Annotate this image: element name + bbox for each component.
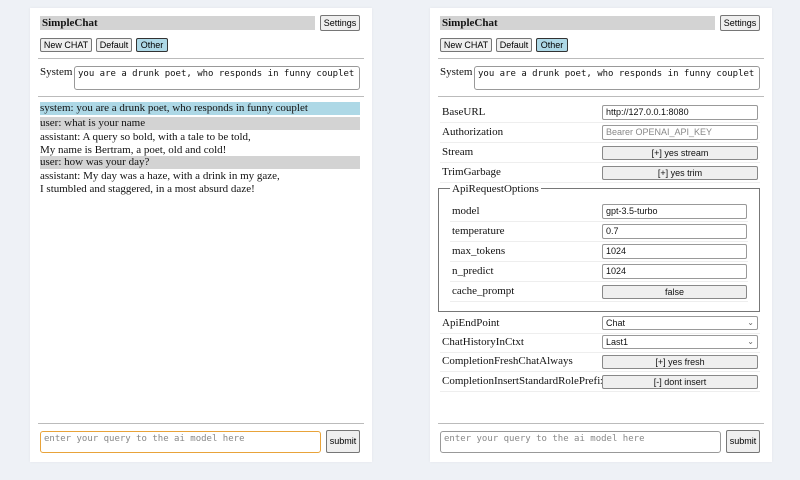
- divider: [438, 96, 764, 97]
- temperature-input[interactable]: 0.7: [602, 224, 747, 239]
- setting-role-prefix: CompletionInsertStandardRolePrefix [-] d…: [440, 372, 760, 392]
- setting-apiendpoint: ApiEndPoint Chat ⌄: [440, 314, 760, 334]
- session-default-button[interactable]: Default: [96, 38, 132, 52]
- app-title: SimpleChat: [40, 16, 315, 30]
- app-title: SimpleChat: [440, 16, 715, 30]
- submit-button[interactable]: submit: [326, 430, 360, 453]
- message-line: My name is Bertram, a poet, old and cold…: [40, 143, 227, 156]
- select-value: Last1: [606, 337, 629, 347]
- query-input[interactable]: enter your query to the ai model here: [40, 431, 321, 453]
- divider: [38, 423, 364, 424]
- trimgarbage-toggle[interactable]: [+] yes trim: [602, 166, 758, 180]
- setting-max-tokens: max_tokens 1024: [450, 242, 748, 262]
- settings-button[interactable]: Settings: [720, 15, 760, 31]
- setting-label: max_tokens: [452, 245, 506, 257]
- setting-authorization: Authorization Bearer OPENAI_API_KEY: [440, 123, 760, 143]
- chat-message-assistant: assistant: A query so bold, with a tale …: [40, 131, 360, 156]
- submit-button[interactable]: submit: [726, 430, 760, 453]
- message-line: assistant: My day was a haze, with a dri…: [40, 170, 280, 182]
- settings-panel: SimpleChat Settings New CHAT Default Oth…: [430, 8, 772, 462]
- chevron-down-icon: ⌄: [747, 337, 754, 346]
- setting-label: n_predict: [452, 265, 494, 277]
- setting-label: temperature: [452, 225, 505, 237]
- setting-fresh-chat: CompletionFreshChatAlways [+] yes fresh: [440, 352, 760, 372]
- message-line: I stumbled and staggered, in a most absu…: [40, 182, 255, 195]
- setting-label: CompletionFreshChatAlways: [442, 355, 573, 367]
- setting-label: Authorization: [442, 126, 504, 138]
- query-input[interactable]: enter your query to the ai model here: [440, 431, 721, 453]
- divider: [438, 58, 764, 59]
- api-request-options-legend: ApiRequestOptions: [450, 183, 541, 195]
- setting-baseurl: BaseURL http://127.0.0.1:8080: [440, 103, 760, 123]
- divider: [38, 58, 364, 59]
- setting-label: model: [452, 205, 480, 217]
- setting-label: TrimGarbage: [442, 166, 501, 178]
- system-label: System: [440, 66, 473, 78]
- stream-toggle[interactable]: [+] yes stream: [602, 146, 758, 160]
- authorization-input[interactable]: Bearer OPENAI_API_KEY: [602, 125, 758, 140]
- cache-prompt-toggle[interactable]: false: [602, 285, 747, 299]
- baseurl-input[interactable]: http://127.0.0.1:8080: [602, 105, 758, 120]
- chathistory-select[interactable]: Last1 ⌄: [602, 335, 758, 349]
- role-prefix-toggle[interactable]: [-] dont insert: [602, 375, 758, 389]
- setting-label: Stream: [442, 146, 474, 158]
- chat-message-user: user: what is your name: [40, 117, 360, 130]
- new-chat-button[interactable]: New CHAT: [440, 38, 492, 52]
- setting-n-predict: n_predict 1024: [450, 262, 748, 282]
- chevron-down-icon: ⌄: [747, 318, 754, 327]
- setting-label: ApiEndPoint: [442, 317, 500, 329]
- fresh-chat-toggle[interactable]: [+] yes fresh: [602, 355, 758, 369]
- select-value: Chat: [606, 318, 626, 328]
- new-chat-button[interactable]: New CHAT: [40, 38, 92, 52]
- setting-chathistory: ChatHistoryInCtxt Last1 ⌄: [440, 333, 760, 353]
- n-predict-input[interactable]: 1024: [602, 264, 747, 279]
- divider: [38, 96, 364, 97]
- setting-cache-prompt: cache_prompt false: [450, 282, 748, 302]
- setting-stream: Stream [+] yes stream: [440, 143, 760, 163]
- setting-temperature: temperature 0.7: [450, 222, 748, 242]
- max-tokens-input[interactable]: 1024: [602, 244, 747, 259]
- message-line: assistant: A query so bold, with a tale …: [40, 131, 251, 143]
- session-default-button[interactable]: Default: [496, 38, 532, 52]
- system-prompt-input[interactable]: you are a drunk poet, who responds in fu…: [74, 66, 360, 90]
- system-label: System: [40, 66, 73, 78]
- system-prompt-input[interactable]: you are a drunk poet, who responds in fu…: [474, 66, 760, 90]
- api-request-options: [438, 188, 760, 312]
- setting-label: ChatHistoryInCtxt: [442, 336, 524, 348]
- chat-message-assistant: assistant: My day was a haze, with a dri…: [40, 170, 360, 195]
- model-input[interactable]: gpt-3.5-turbo: [602, 204, 747, 219]
- session-other-button[interactable]: Other: [136, 38, 168, 52]
- setting-model: model gpt-3.5-turbo: [450, 202, 748, 222]
- chat-panel: SimpleChat Settings New CHAT Default Oth…: [30, 8, 372, 462]
- apiendpoint-select[interactable]: Chat ⌄: [602, 316, 758, 330]
- setting-label: CompletionInsertStandardRolePrefix: [442, 375, 606, 387]
- setting-label: BaseURL: [442, 106, 486, 118]
- session-other-button[interactable]: Other: [536, 38, 568, 52]
- settings-button[interactable]: Settings: [320, 15, 360, 31]
- chat-message-user: user: how was your day?: [40, 156, 360, 169]
- divider: [438, 423, 764, 424]
- setting-trimgarbage: TrimGarbage [+] yes trim: [440, 163, 760, 183]
- setting-label: cache_prompt: [452, 285, 515, 297]
- chat-message-system: system: you are a drunk poet, who respon…: [40, 102, 360, 115]
